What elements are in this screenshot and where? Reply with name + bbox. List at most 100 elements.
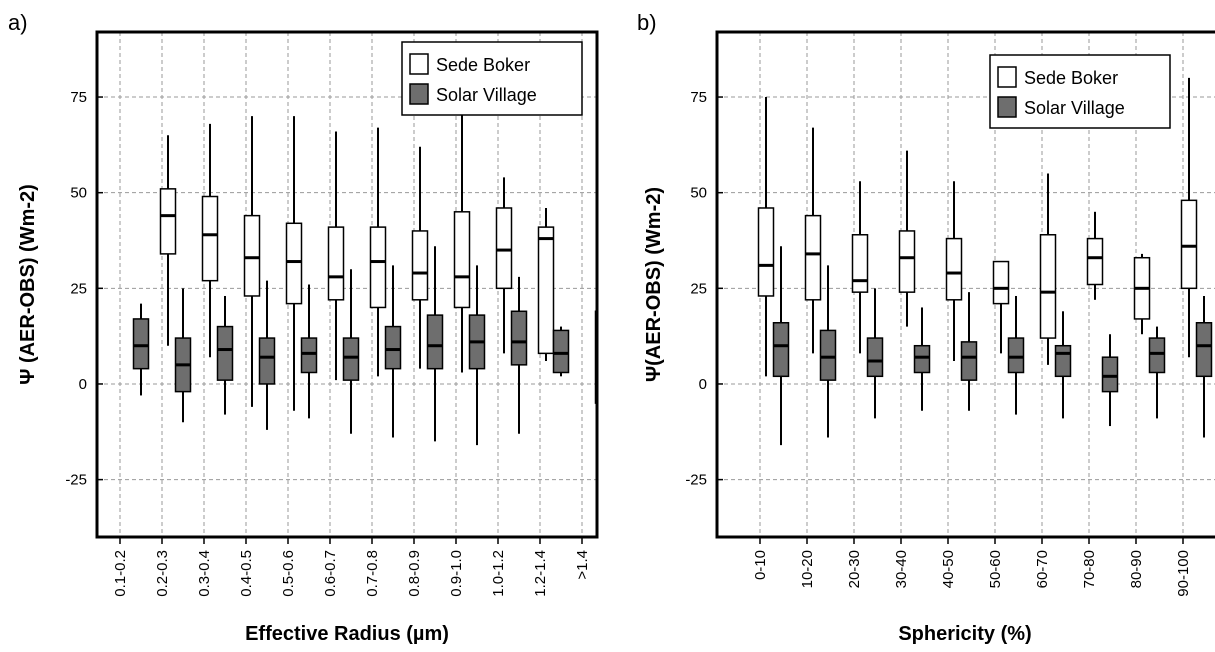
box-iqr — [285, 222, 303, 305]
box-sede-boker — [285, 116, 303, 411]
box-solar-village — [552, 326, 570, 377]
box-sede-boker — [453, 97, 471, 373]
box-iqr — [804, 214, 822, 301]
x-axis-label: Sphericity (%) — [898, 623, 1031, 645]
x-tick-label: 0.2-0.3 — [154, 550, 171, 597]
x-tick-label: 1.0-1.2 — [490, 550, 507, 597]
y-tick-label: 25 — [70, 280, 87, 297]
box-iqr — [510, 310, 528, 366]
x-tick-label: 0-10 — [752, 550, 769, 580]
box-iqr — [411, 230, 429, 301]
box-iqr — [201, 195, 219, 282]
x-axis-label: Effective Radius (µm) — [245, 623, 449, 645]
box-solar-village — [1007, 295, 1025, 415]
box-solar-village — [342, 269, 360, 434]
box-iqr — [552, 329, 570, 374]
x-tick-label: 0.3-0.4 — [196, 550, 213, 597]
x-tick-label: 0.7-0.8 — [364, 550, 381, 597]
box-solar-village — [819, 265, 837, 438]
box-iqr — [960, 341, 978, 381]
x-tick-label: 0.5-0.6 — [280, 550, 297, 597]
box-iqr — [453, 211, 471, 309]
box-sede-boker — [201, 123, 219, 358]
y-tick-label: 25 — [690, 280, 707, 297]
box-sede-boker — [243, 116, 261, 407]
plot-area — [717, 32, 1215, 537]
box-solar-village — [1195, 295, 1213, 438]
legend-swatch — [997, 96, 1017, 118]
x-tick-label: 70-80 — [1081, 550, 1098, 588]
x-tick-label: 0.9-1.0 — [448, 550, 465, 597]
plot-frame — [95, 30, 599, 539]
box-iqr — [1180, 199, 1198, 290]
box-iqr — [132, 318, 150, 370]
box-solar-village — [913, 307, 931, 411]
x-tick-label: 10-20 — [799, 550, 816, 588]
box-sede-boker — [369, 127, 387, 377]
x-tick-label: 0.8-0.9 — [406, 550, 423, 597]
box-solar-village — [468, 265, 486, 446]
panel-label: a) — [8, 10, 28, 35]
y-tick-label: 50 — [70, 185, 87, 202]
box-solar-village — [1054, 311, 1072, 419]
box-sede-boker — [804, 127, 822, 354]
x-tick-label: 1.2-1.4 — [532, 550, 549, 597]
x-tick-label: 0.6-0.7 — [322, 550, 339, 597]
y-tick-label: 0 — [79, 376, 87, 393]
box-iqr — [495, 207, 513, 290]
y-tick-label: 0 — [699, 376, 707, 393]
box-sede-boker — [992, 260, 1010, 354]
box-iqr — [819, 329, 837, 381]
box-sede-boker — [1133, 253, 1151, 335]
box-solar-village — [1101, 334, 1119, 427]
panel-label: b) — [637, 10, 657, 35]
box-solar-village — [174, 288, 192, 423]
y-tick-label: -25 — [65, 472, 87, 489]
box-iqr — [384, 325, 402, 370]
x-tick-label: 40-50 — [940, 550, 957, 588]
box-iqr — [342, 337, 360, 381]
box-iqr — [216, 325, 234, 381]
y-axis-label: Ψ (AER-OBS) (Wm-2) — [17, 184, 39, 385]
legend-label: Sede Boker — [1024, 68, 1118, 88]
legend-swatch — [997, 66, 1017, 88]
box-iqr — [757, 207, 775, 297]
box-solar-village — [510, 276, 528, 434]
box-iqr — [1039, 234, 1057, 339]
chart-panel-b: 75 50 25 0 -25 0-10 10-20 20-30 30-40 40-50 50-60 6… — [637, 10, 1215, 645]
x-tick-label: 60-70 — [1034, 550, 1051, 588]
box-iqr — [243, 214, 261, 297]
x-tick-label: >1.4 — [574, 550, 591, 580]
box-iqr — [866, 337, 884, 378]
box-sede-boker — [1039, 173, 1057, 365]
box-sede-boker — [495, 177, 513, 354]
box-sede-boker — [327, 131, 345, 381]
box-iqr — [327, 226, 345, 301]
box-iqr — [426, 314, 444, 370]
legend-swatch — [409, 53, 429, 75]
box-sede-boker — [757, 97, 775, 377]
box-iqr — [1195, 322, 1213, 378]
box-iqr — [1148, 337, 1166, 374]
x-tick-label: 20-30 — [846, 550, 863, 588]
box-sede-boker — [1086, 211, 1104, 300]
box-iqr — [1086, 237, 1104, 286]
x-tick-label: 80-90 — [1128, 550, 1145, 588]
box-iqr — [898, 230, 916, 293]
box-solar-village — [258, 280, 276, 430]
box-iqr — [258, 337, 276, 385]
box-iqr — [1101, 356, 1119, 393]
box-solar-village — [216, 295, 234, 415]
legend-label: Solar Village — [1024, 98, 1125, 118]
box-sede-boker — [898, 150, 916, 327]
box-iqr — [851, 234, 869, 293]
box-sede-boker — [411, 146, 429, 369]
legend-swatch — [409, 83, 429, 105]
box-solar-village — [132, 303, 150, 396]
box-iqr — [537, 226, 555, 355]
box-iqr — [300, 337, 318, 374]
y-tick-label: -25 — [685, 472, 707, 489]
x-tick-label: 50-60 — [987, 550, 1004, 588]
box-sede-boker — [851, 181, 869, 354]
